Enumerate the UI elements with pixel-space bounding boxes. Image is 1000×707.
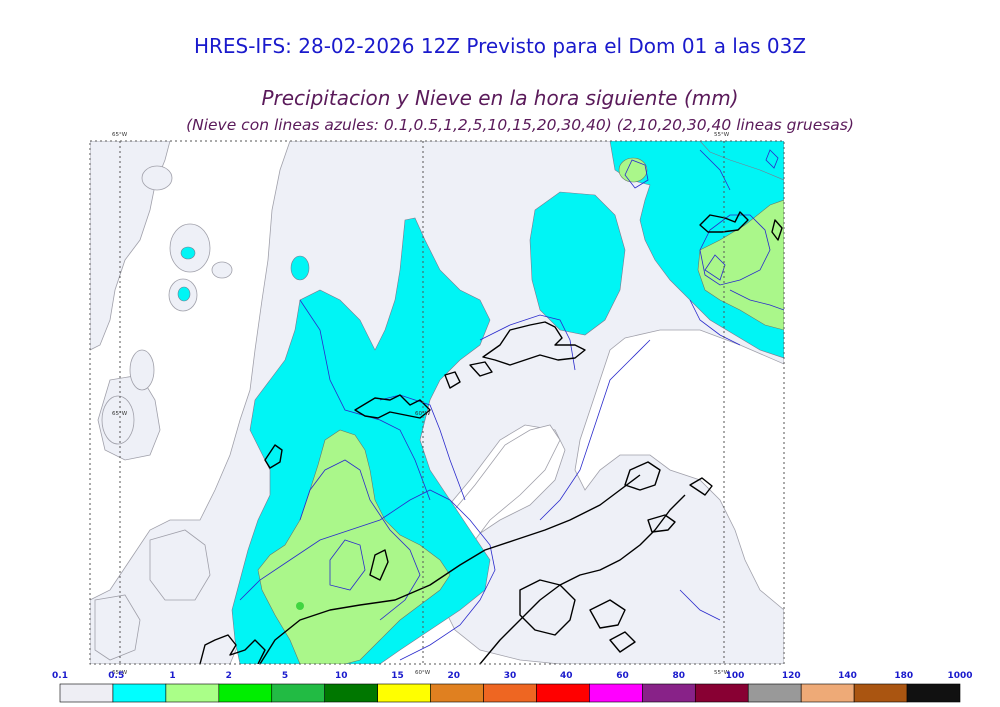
precip-cell-3 <box>211 261 233 279</box>
contour-note: (Nieve con lineas azules: 0.1,0.5,1,2,5,… <box>186 116 854 134</box>
colorbar-swatch <box>800 683 855 703</box>
coastlines <box>199 211 783 664</box>
coast-south-georgia <box>699 211 749 233</box>
coast-island-8 <box>589 599 626 629</box>
colorbar-swatch <box>59 683 114 703</box>
precip-green-layer <box>257 157 784 664</box>
cyan-region-north <box>529 191 626 336</box>
colorbar-swatch <box>112 683 167 703</box>
snow-contour-10 <box>689 299 741 346</box>
colorbar-label: 30 <box>504 671 517 681</box>
map-subtitle: Precipitacion y Nieve en la hora siguien… <box>261 86 739 110</box>
snow-contour-12 <box>539 339 651 521</box>
colorbar-swatch <box>218 683 273 703</box>
precip-cell-5 <box>129 349 155 391</box>
precip-region-west <box>90 141 171 351</box>
snow-contour-9 <box>729 289 784 311</box>
coast-front <box>259 474 641 664</box>
colorbar-label: 20 <box>447 671 460 681</box>
lon-label-55w-bottom: 55°W <box>714 670 730 676</box>
map-title: HRES-IFS: 28-02-2026 12Z Previsto para e… <box>193 34 807 58</box>
snow-contour-14 <box>765 149 779 169</box>
colorbar-label: 60 <box>616 671 629 681</box>
precip-cell-6 <box>101 395 135 445</box>
precip-region-west-c <box>149 529 211 601</box>
snow-contour-7 <box>699 214 771 286</box>
green-region-main <box>257 429 451 664</box>
colorbar-label: 180 <box>894 671 913 681</box>
green-dark-spot <box>296 602 304 610</box>
colorbar-label: 0.5 <box>108 671 124 681</box>
cyan-region-ne-b <box>699 141 784 181</box>
cyan-cell-3 <box>177 286 191 302</box>
colorbar-swatch <box>430 683 484 703</box>
meridians <box>119 141 725 664</box>
colorbar-swatch <box>853 683 908 703</box>
lon-label-60w-bottom: 60°W <box>415 670 431 676</box>
coast-falklands-west <box>469 361 493 377</box>
colorbar-swatch <box>165 683 220 703</box>
coast-island-1 <box>444 371 461 389</box>
precip-cell-1 <box>141 165 173 191</box>
colorbar-label: 2 <box>226 671 232 681</box>
colorbar-label: 0.1 <box>52 671 68 681</box>
colorbar-swatch <box>906 683 961 703</box>
coast-island-5 <box>624 461 661 491</box>
colorbar-swatch <box>589 683 643 703</box>
colorbar-swatch <box>271 683 326 703</box>
colorbar-swatch <box>536 683 590 703</box>
snow-contour-3 <box>329 539 366 591</box>
coast-island-3 <box>264 444 283 469</box>
snow-contour-8 <box>704 254 726 281</box>
coast-island-2 <box>354 394 431 419</box>
coast-islet-b <box>689 477 713 496</box>
coast-peninsula <box>479 494 686 664</box>
colorbar-label: 1 <box>169 671 175 681</box>
precip-colorbar: 0.1 0.5 1 2 5 10 15 20 30 40 60 80 100 120 140 180 1000 <box>52 671 973 703</box>
lon-label-55w: 55°W <box>714 132 730 138</box>
coast-falklands-east <box>482 321 586 366</box>
colorbar-label: 80 <box>672 671 685 681</box>
colorbar-label: 120 <box>782 671 801 681</box>
snow-contour-1 <box>239 489 496 661</box>
precip-region-west-d <box>94 594 141 661</box>
cyan-cell-2 <box>180 246 196 260</box>
colorbar-label: 100 <box>726 671 745 681</box>
colorbar-label: 10 <box>335 671 348 681</box>
coast-islet-c <box>609 631 636 653</box>
colorbar-swatch <box>642 683 696 703</box>
lon-label-60w-mid: 60°W <box>415 411 431 417</box>
coast-mainland <box>199 634 266 664</box>
snow-contour-11 <box>699 149 731 191</box>
coast-island-6 <box>647 514 676 533</box>
coast-islet-a <box>771 219 783 241</box>
colorbar-label: 5 <box>282 671 288 681</box>
colorbar-swatch <box>324 683 378 703</box>
coast-island-7 <box>519 579 576 636</box>
colorbar-label: 1000 <box>947 671 972 681</box>
colorbar-swatch <box>483 683 537 703</box>
snow-contour-2 <box>299 459 421 621</box>
green-cell-1 <box>618 157 648 183</box>
cyan-cell-1 <box>290 255 310 281</box>
lon-label-65w-mid: 65°W <box>112 411 128 417</box>
snow-contour-15 <box>679 589 721 621</box>
colorbar-label: 140 <box>838 671 857 681</box>
snow-contour-5 <box>379 394 466 501</box>
coast-island-4 <box>369 549 389 581</box>
snow-contour-13 <box>624 159 649 189</box>
colorbar-swatch <box>377 683 431 703</box>
colorbar-label: 40 <box>560 671 573 681</box>
colorbar-label: 15 <box>391 671 404 681</box>
lon-label-65w-bottom: 65°W <box>112 670 128 676</box>
colorbar-swatch <box>747 683 802 703</box>
lon-label-65w: 65°W <box>112 132 128 138</box>
map-frame <box>89 140 785 665</box>
colorbar-swatch <box>694 683 749 703</box>
